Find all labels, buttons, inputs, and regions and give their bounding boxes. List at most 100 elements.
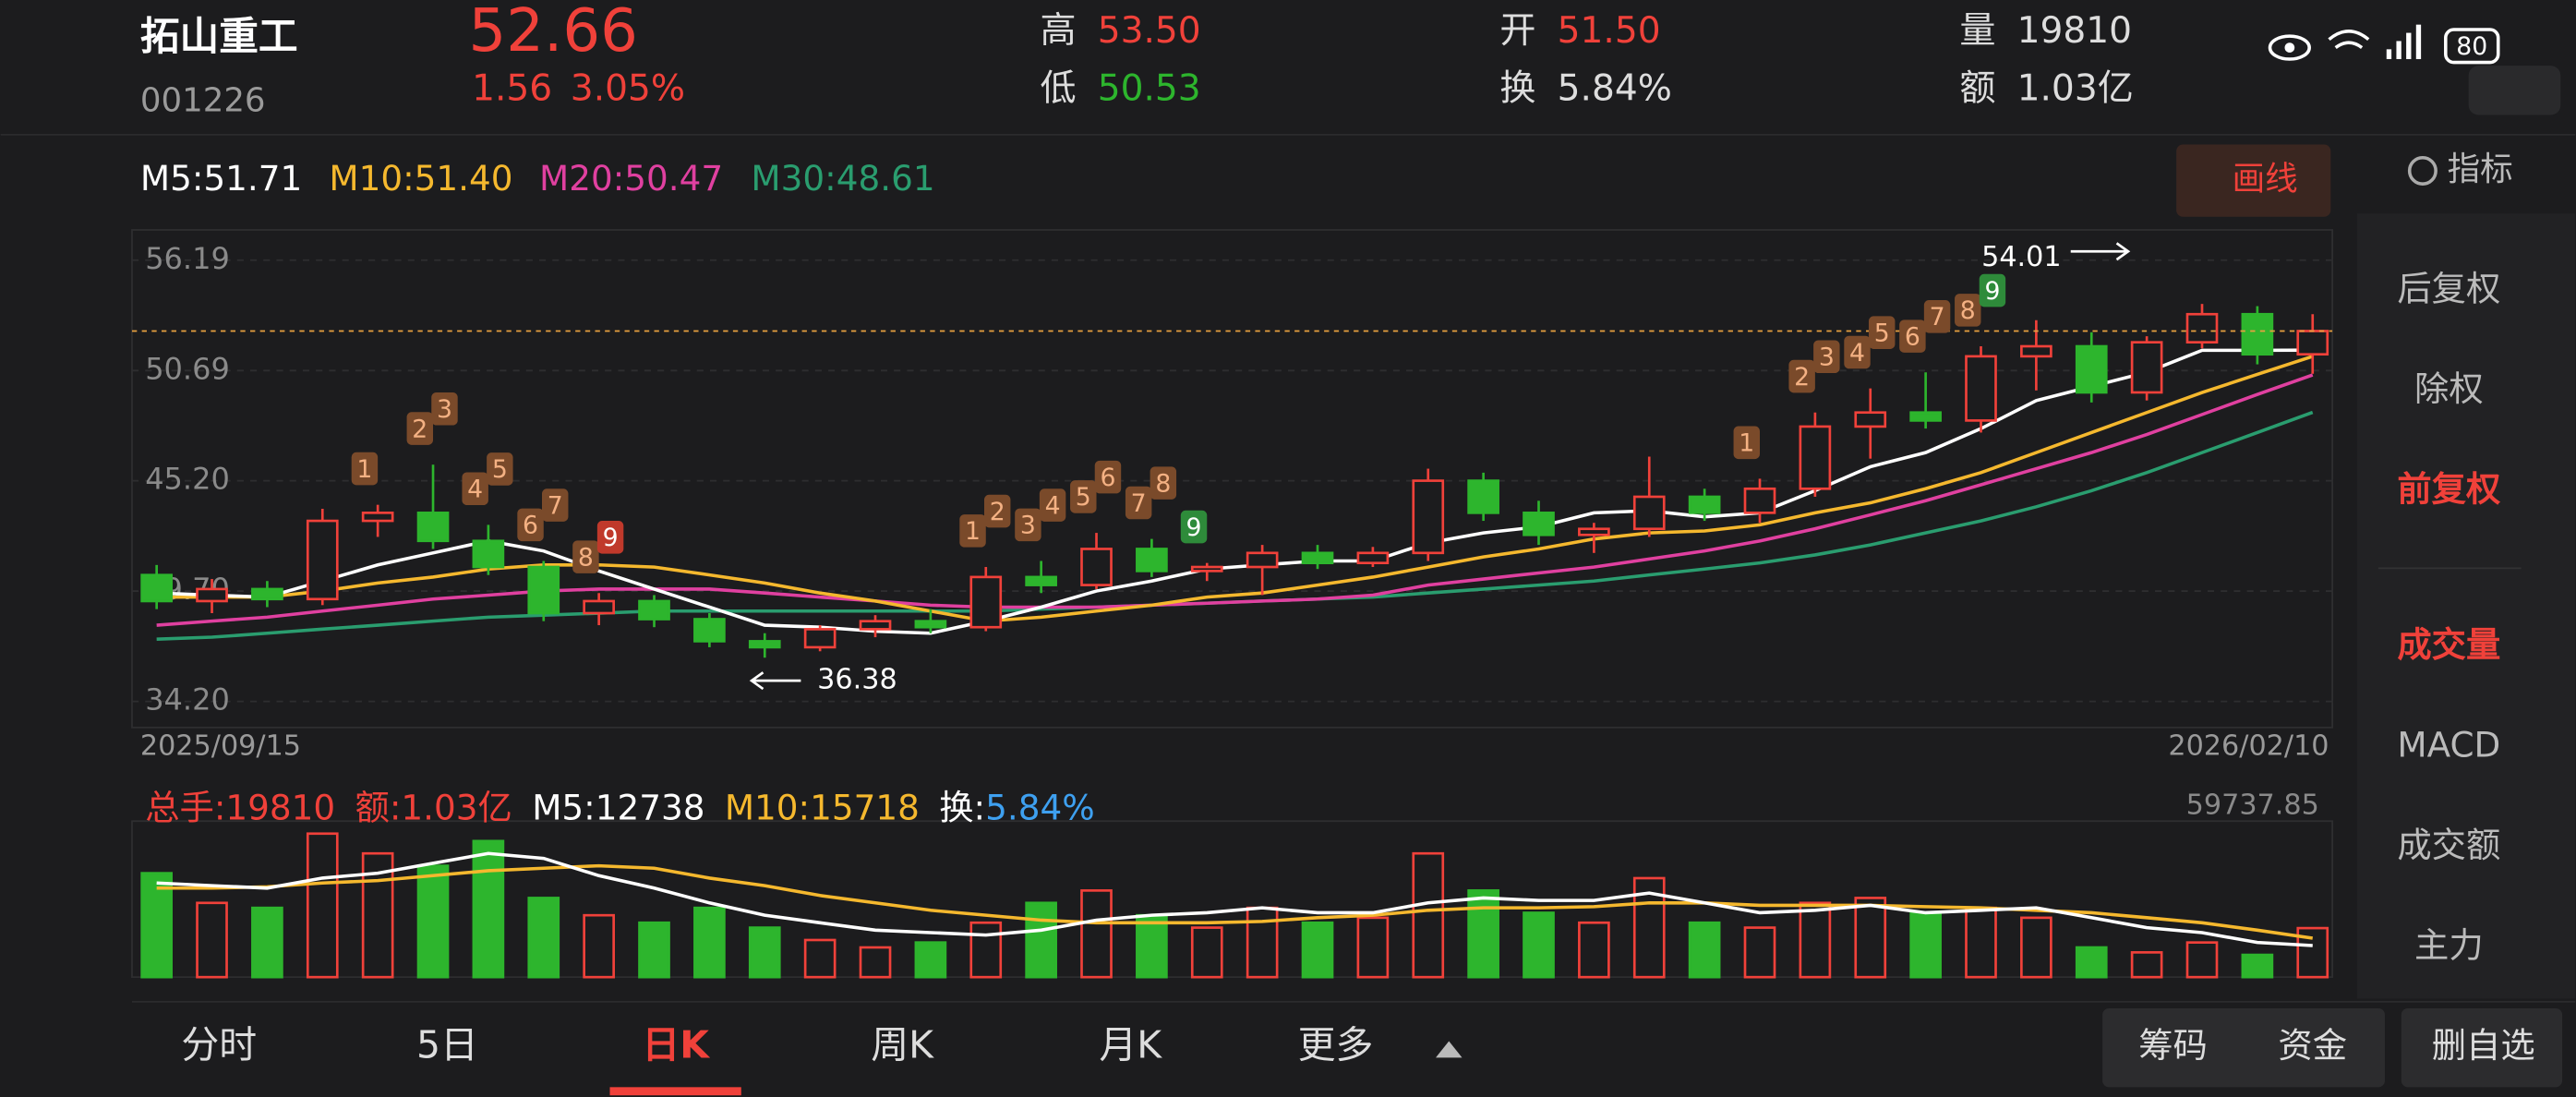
candle-body bbox=[1025, 575, 1057, 586]
tab[interactable]: 周K bbox=[871, 1023, 934, 1067]
signal-badge bbox=[1844, 335, 1871, 369]
volume-bar bbox=[306, 832, 339, 979]
volume-bar bbox=[1136, 913, 1168, 979]
signal-label: 5 bbox=[492, 455, 508, 484]
annotation-label: 36.38 bbox=[817, 664, 897, 696]
turnover-label: 换 bbox=[1499, 67, 1535, 109]
high: 53.50 bbox=[1098, 10, 1201, 52]
volume-bar bbox=[693, 906, 726, 979]
volume-ma-line bbox=[156, 851, 2313, 947]
candle-body bbox=[1412, 479, 1445, 555]
candle-body bbox=[2020, 344, 2052, 358]
signal-badge bbox=[517, 508, 544, 542]
volume-bar bbox=[914, 941, 947, 979]
signal-label: 4 bbox=[1045, 491, 1061, 520]
volume-bar bbox=[251, 906, 283, 979]
volume-bar bbox=[1356, 916, 1390, 979]
tab[interactable]: 5日 bbox=[416, 1023, 478, 1067]
right-tab[interactable]: 资金 bbox=[2278, 1025, 2347, 1066]
price-frame bbox=[131, 229, 2333, 729]
volume-bar bbox=[2130, 951, 2163, 979]
y-tick-label: 34.20 bbox=[145, 682, 230, 717]
right-tab[interactable]: 删自选 bbox=[2432, 1025, 2535, 1066]
side-menu-item[interactable]: 前复权 bbox=[2397, 468, 2501, 509]
signal-badge bbox=[1125, 486, 1152, 520]
candle-body bbox=[748, 640, 781, 649]
open: 51.50 bbox=[1558, 10, 1661, 52]
volume-bar bbox=[1688, 921, 1721, 979]
candle-body bbox=[859, 620, 892, 631]
volume-header: 5.84% bbox=[985, 787, 1095, 827]
signal-badge bbox=[1733, 426, 1761, 460]
signal-label: 6 bbox=[1100, 464, 1115, 492]
volume-bar bbox=[2075, 946, 2108, 979]
side-menu-item[interactable]: 主力 bbox=[2414, 925, 2484, 966]
tab[interactable]: 分时 bbox=[181, 1023, 257, 1067]
candle-body bbox=[1190, 565, 1223, 573]
signal-badge bbox=[983, 494, 1011, 528]
side-menu-item[interactable]: 成交额 bbox=[2397, 825, 2500, 865]
candle-body bbox=[140, 573, 173, 603]
tab-underline bbox=[609, 1087, 741, 1096]
candle-body bbox=[1854, 411, 1887, 428]
volume-bar bbox=[803, 938, 837, 979]
volume-bar bbox=[1578, 921, 1610, 979]
fullscreen-button[interactable] bbox=[2468, 66, 2561, 115]
side-menu-item[interactable]: MACD bbox=[2397, 725, 2500, 765]
status-icons: 80 bbox=[2268, 24, 2561, 115]
candle-body bbox=[251, 587, 283, 601]
signal-label: 4 bbox=[467, 476, 483, 504]
signal-badge bbox=[1788, 359, 1815, 393]
signal-badge bbox=[462, 472, 488, 506]
volume-bar bbox=[969, 921, 1003, 979]
y-tick-label: 50.69 bbox=[145, 351, 230, 386]
volume-header: 额:1.03亿 bbox=[355, 787, 512, 827]
indicator-button[interactable]: 指标 bbox=[2448, 151, 2513, 188]
tab[interactable]: 月K bbox=[1099, 1023, 1162, 1067]
candle-body bbox=[2075, 344, 2108, 394]
signal-badge bbox=[572, 540, 599, 573]
volume-header: 换: bbox=[939, 787, 985, 827]
signal-badge bbox=[1868, 316, 1896, 349]
volume-header: 总手:19810 bbox=[145, 787, 335, 827]
end-date: 2026/02/10 bbox=[2168, 730, 2329, 763]
right-tab[interactable]: 筹码 bbox=[2138, 1025, 2208, 1066]
amount-label: 额 bbox=[1959, 67, 1995, 109]
signal-label: 5 bbox=[1874, 319, 1890, 347]
annotation-label: 54.01 bbox=[1981, 241, 2062, 273]
change-pct: 3.05% bbox=[571, 67, 685, 109]
candle-body bbox=[527, 565, 560, 615]
candle-body bbox=[638, 599, 670, 621]
candle-body bbox=[1356, 551, 1390, 565]
tab[interactable]: 更多 bbox=[1298, 1023, 1374, 1067]
candle-body bbox=[306, 519, 339, 601]
watchlist-button-bg bbox=[2401, 1007, 2563, 1088]
draw-button[interactable] bbox=[2176, 144, 2331, 217]
amount: 1.03亿 bbox=[2017, 67, 2134, 109]
volume-bar bbox=[472, 839, 505, 979]
volume-bar bbox=[1909, 911, 1942, 979]
y-tick-label: 56.19 bbox=[145, 241, 230, 276]
candle-body bbox=[1632, 495, 1666, 531]
side-menu-item[interactable]: 成交量 bbox=[2397, 624, 2500, 665]
signal-label: 2 bbox=[412, 415, 427, 443]
y-tick-label: 45.20 bbox=[145, 462, 230, 497]
signal-badge bbox=[959, 514, 986, 548]
signal-label: 8 bbox=[1155, 469, 1171, 498]
tab[interactable]: 日K bbox=[642, 1023, 710, 1067]
draw-button-label[interactable]: 画线 bbox=[2233, 161, 2298, 199]
wifi-icon bbox=[2328, 30, 2370, 50]
signal-badge bbox=[1979, 273, 2006, 307]
side-menu-item[interactable]: 后复权 bbox=[2397, 268, 2500, 308]
signal-label: 7 bbox=[548, 491, 563, 520]
signal-label: 1 bbox=[356, 455, 372, 484]
volume-bar bbox=[2020, 916, 2052, 979]
candle-body bbox=[361, 512, 394, 523]
side-menu-item[interactable]: 除权 bbox=[2414, 368, 2484, 409]
candle-body bbox=[1523, 512, 1555, 536]
ma-line bbox=[156, 373, 2314, 627]
candle-body bbox=[1909, 411, 1942, 422]
signal-label: 9 bbox=[1186, 513, 1202, 542]
